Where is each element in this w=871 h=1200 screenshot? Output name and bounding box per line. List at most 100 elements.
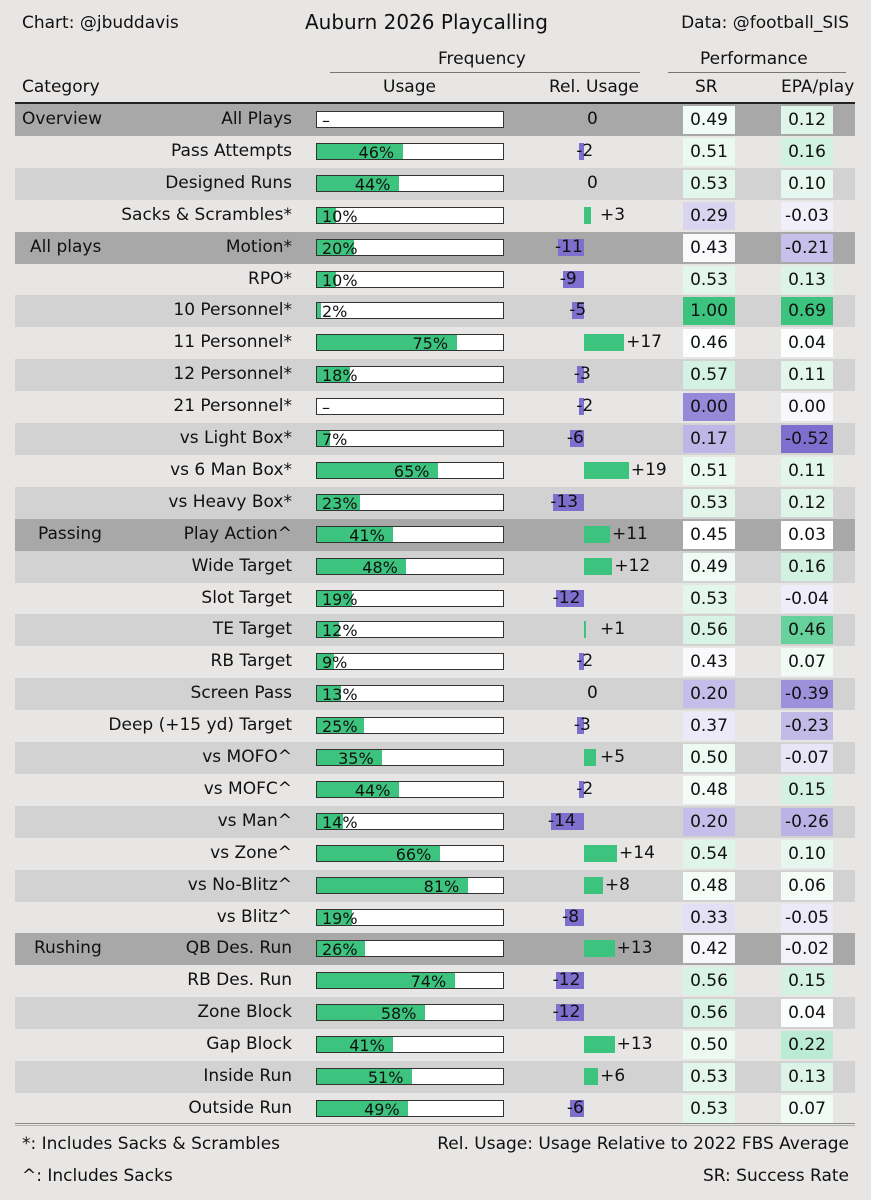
row-label: vs Man^	[217, 810, 292, 831]
sr-cell: 0.53	[683, 265, 735, 294]
section-label: All plays	[30, 236, 102, 257]
rel-usage-bar	[584, 525, 610, 543]
row-label: Outside Run	[188, 1097, 292, 1118]
row-label: RB Des. Run	[187, 970, 292, 991]
epa-cell: -0.04	[781, 584, 833, 613]
epa-cell: 0.15	[781, 775, 833, 804]
usage-bar	[317, 1005, 425, 1021]
row-divider	[15, 1124, 855, 1126]
rel-usage-label: +5	[600, 747, 626, 767]
usage-bar	[317, 909, 353, 925]
rel-usage-bar	[558, 238, 584, 256]
epa-cell: -0.05	[781, 903, 833, 932]
row-label: Wide Target	[191, 555, 292, 576]
usage-bar	[317, 431, 331, 446]
rel-usage-bar	[579, 398, 584, 416]
usage-label: 10%	[322, 270, 358, 290]
usage-bar-track	[316, 302, 504, 320]
rel-usage-bar	[565, 908, 584, 926]
row-label: RPO*	[248, 268, 292, 289]
sr-cell: 0.53	[683, 1063, 735, 1091]
usage-label: 46%	[358, 142, 395, 162]
rel-usage-label: -3	[573, 715, 591, 736]
epa-cell: -0.52	[781, 425, 833, 453]
usage-bar	[317, 239, 355, 255]
sr-column-header: SR	[695, 77, 718, 97]
epa-cell: 0.13	[781, 265, 833, 294]
usage-bar-track	[316, 908, 504, 926]
row-label: Designed Runs	[165, 172, 292, 193]
rel-usage-label: -2	[576, 140, 594, 161]
usage-bar	[317, 877, 468, 893]
usage-bar	[317, 367, 351, 383]
rel-usage-label: 0	[587, 683, 598, 704]
rel-usage-label: -8	[562, 906, 580, 927]
sr-cell: 0.53	[683, 584, 735, 613]
sr-cell: 0.43	[683, 233, 735, 262]
usage-label: 75%	[412, 334, 449, 354]
usage-label: 18%	[322, 366, 358, 386]
usage-bar	[317, 1069, 412, 1084]
epa-cell: 0.11	[781, 456, 833, 485]
usage-label: 81%	[423, 876, 460, 896]
usage-label: 12%	[322, 621, 358, 641]
row-label: vs Blitz^	[216, 906, 292, 927]
sr-cell: 0.42	[683, 935, 735, 964]
usage-label: –	[322, 111, 330, 130]
usage-bar	[317, 1100, 409, 1116]
rel-usage-bar	[584, 621, 587, 639]
rel-usage-label: -12	[552, 587, 581, 608]
performance-underline	[668, 72, 846, 73]
performance-group-header: Performance	[700, 49, 808, 69]
usage-label: 58%	[380, 1004, 417, 1024]
rel-usage-bar	[584, 749, 596, 766]
rel-usage-label: +12	[614, 555, 651, 576]
usage-label: 13%	[322, 685, 358, 705]
rel-usage-label: -11	[555, 236, 583, 257]
row-label: TE Target	[212, 619, 292, 640]
row-label: vs Zone^	[210, 842, 292, 863]
sr-cell: 0.50	[683, 744, 735, 772]
usage-bar	[317, 622, 340, 638]
row-label: All Plays	[221, 109, 292, 129]
sr-cell: 0.53	[683, 488, 735, 517]
usage-label: 74%	[410, 972, 447, 992]
section-label: Passing	[38, 523, 102, 544]
sr-cell: 0.20	[683, 680, 735, 709]
row-label: Screen Pass	[190, 683, 292, 704]
row-label: vs No-Blitz^	[187, 874, 292, 895]
epa-cell: 0.07	[781, 648, 833, 677]
usage-label: 41%	[349, 1036, 385, 1056]
usage-label: 26%	[322, 940, 358, 960]
usage-label: –	[322, 398, 330, 418]
rel-usage-bar	[569, 430, 584, 447]
usage-label: 2%	[322, 302, 348, 322]
row-label: vs Heavy Box*	[168, 491, 292, 512]
rel-usage-bar	[562, 270, 584, 288]
rel-usage-bar	[584, 876, 603, 894]
rel-usage-label: +3	[600, 204, 626, 225]
usage-bar	[317, 494, 360, 510]
sr-cell: 0.50	[683, 1031, 735, 1060]
usage-label: 7%	[322, 430, 348, 449]
row-label: vs MOFC^	[203, 778, 292, 799]
rel-usage-label: -6	[566, 1097, 584, 1118]
footnote-sr: SR: Success Rate	[702, 1166, 849, 1186]
usage-bar	[317, 654, 334, 670]
sr-cell: 1.00	[683, 297, 735, 326]
rel-usage-bar	[553, 493, 584, 511]
epa-cell: 0.10	[781, 839, 833, 868]
usage-label: 10%	[322, 206, 358, 226]
data-credit: Data: @football_SIS	[681, 13, 849, 33]
sr-cell: 0.56	[683, 999, 735, 1028]
category-column-header: Category	[22, 77, 100, 97]
rel-usage-bar	[579, 653, 584, 671]
sr-cell: 0.00	[683, 393, 735, 422]
sr-cell: 0.20	[683, 807, 735, 836]
usage-label: 44%	[354, 174, 391, 194]
sr-cell: 0.49	[683, 106, 735, 134]
usage-bar	[317, 303, 321, 319]
rel-usage-label: +17	[626, 332, 662, 353]
usage-label: 51%	[367, 1068, 404, 1087]
usage-label: 65%	[393, 461, 430, 481]
